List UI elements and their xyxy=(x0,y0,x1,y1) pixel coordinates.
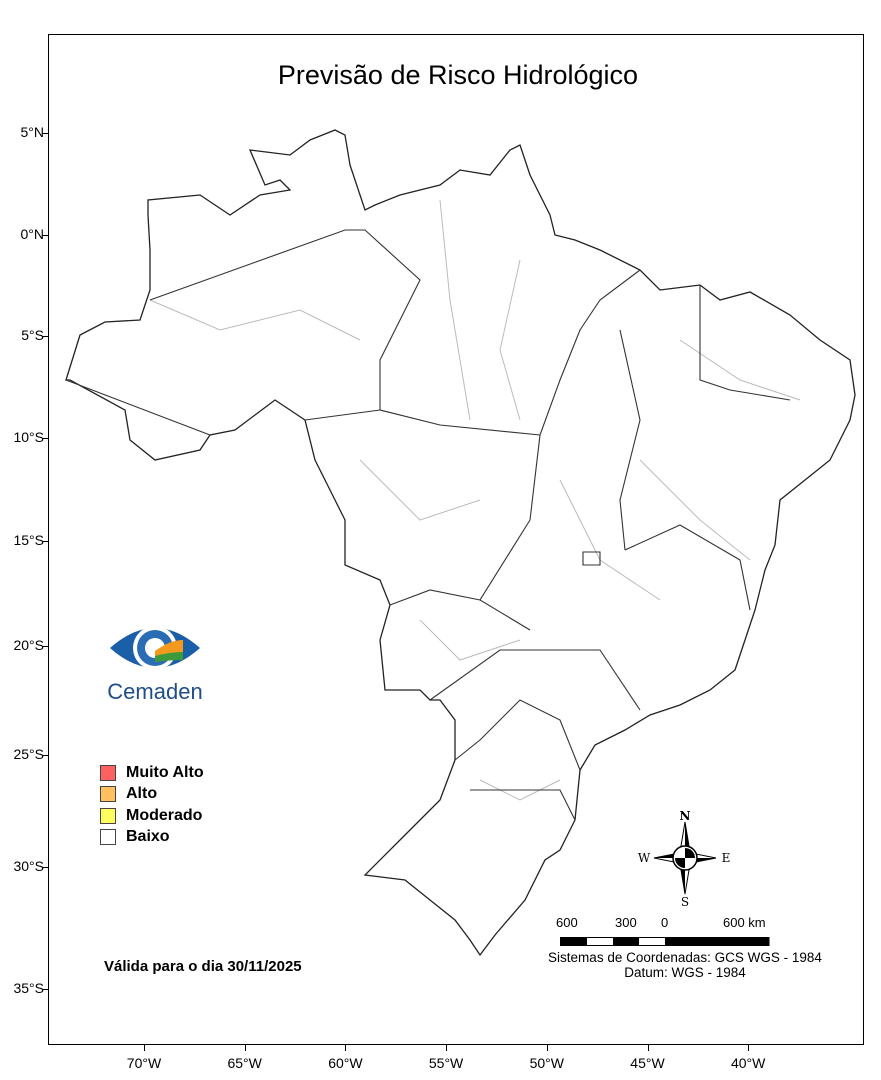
lat-tick xyxy=(42,133,48,134)
lon-tick xyxy=(345,1045,347,1051)
legend-swatch xyxy=(100,764,116,781)
lon-tick-label: 50°W xyxy=(529,1055,564,1071)
coordinate-system: Sistemas de Coordenadas: GCS WGS - 1984 xyxy=(548,950,822,965)
lon-tick xyxy=(446,1045,448,1051)
scale-bar xyxy=(560,937,770,946)
lat-tick-label: 20°S xyxy=(13,637,44,653)
lon-tick-label: 45°W xyxy=(630,1055,665,1071)
lat-tick xyxy=(42,755,48,756)
legend-label: Baixo xyxy=(126,828,170,846)
lon-tick xyxy=(244,1045,246,1051)
brazil-outline xyxy=(65,129,856,957)
compass-s: S xyxy=(681,895,689,908)
map-title: Previsão de Risco Hidrológico xyxy=(277,60,639,90)
lon-tick-label: 65°W xyxy=(227,1055,262,1071)
legend-label: Muito Alto xyxy=(126,763,204,781)
lat-tick xyxy=(42,541,48,542)
lat-tick-label: 35°S xyxy=(13,980,44,996)
lon-tick xyxy=(748,1045,750,1051)
lat-tick-label: 10°S xyxy=(13,429,44,445)
lat-tick-label: 15°S xyxy=(13,532,44,548)
legend: Muito Alto Alto Moderado Baixo xyxy=(100,762,204,848)
lat-tick xyxy=(42,438,48,439)
scale-label-600-left: 600 xyxy=(556,915,578,930)
compass-icon: N S W E xyxy=(638,809,731,909)
lon-tick xyxy=(546,1045,548,1051)
legend-item: Alto xyxy=(100,784,204,806)
scale-label-600-km: 600 km xyxy=(723,915,766,930)
compass-rose: N S W E xyxy=(632,808,742,913)
lat-tick xyxy=(42,336,48,337)
lon-tick xyxy=(647,1045,649,1051)
lat-tick xyxy=(42,867,48,868)
legend-swatch xyxy=(100,829,116,846)
lat-tick xyxy=(42,235,48,236)
coordinate-info: Sistemas de Coordenadas: GCS WGS - 1984 … xyxy=(520,950,850,980)
lon-tick-label: 55°W xyxy=(428,1055,464,1071)
lon-tick xyxy=(144,1045,145,1051)
valid-date: Válida para o dia 30/11/2025 xyxy=(104,958,302,975)
eye-logo-icon xyxy=(110,626,200,670)
municipal-boundaries xyxy=(149,199,801,801)
legend-item: Baixo xyxy=(100,827,204,849)
lat-tick xyxy=(42,989,48,990)
lon-tick-label: 70°W xyxy=(126,1055,162,1071)
lon-tick-label: 60°W xyxy=(328,1055,363,1071)
legend-label: Alto xyxy=(126,785,158,803)
lat-tick-label: 0°N xyxy=(20,226,45,242)
compass-w: W xyxy=(638,851,651,865)
cemaden-logo: Cemaden xyxy=(90,618,220,705)
legend-label: Moderado xyxy=(126,806,203,824)
compass-n: N xyxy=(680,809,691,823)
lat-tick-label: 30°S xyxy=(13,858,44,874)
logo-text: Cemaden xyxy=(107,679,203,704)
lat-tick-label: 5°S xyxy=(21,327,44,343)
map-frame xyxy=(48,34,864,1045)
legend-item: Muito Alto xyxy=(100,762,204,784)
legend-swatch xyxy=(100,807,116,824)
lon-tick-label: 40°W xyxy=(730,1055,766,1071)
datum: Datum: WGS - 1984 xyxy=(624,965,746,980)
scale-label-0: 0 xyxy=(661,915,669,930)
scale-label-300: 300 xyxy=(615,915,637,930)
legend-swatch xyxy=(100,786,116,803)
state-boundaries xyxy=(65,229,791,821)
lat-tick xyxy=(42,646,48,647)
legend-item: Moderado xyxy=(100,805,204,827)
compass-e: E xyxy=(722,851,731,865)
lat-tick-label: 5°N xyxy=(20,124,45,140)
lat-tick-label: 25°S xyxy=(13,746,44,762)
